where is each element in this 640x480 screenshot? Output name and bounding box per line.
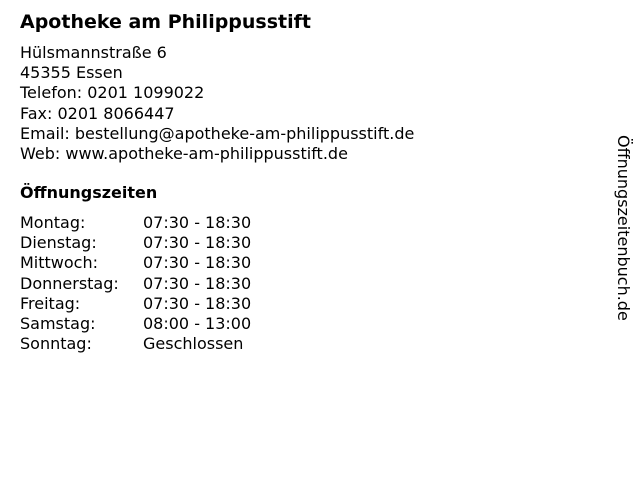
time: 07:30 - 18:30 [143, 233, 252, 253]
hours-row: Mittwoch: 07:30 - 18:30 [20, 253, 251, 273]
page-title: Apotheke am Philippusstift [20, 11, 311, 33]
hours-row: Sonntag: Geschlossen [20, 334, 251, 354]
time: 07:30 - 18:30 [143, 253, 252, 273]
day: Freitag: [20, 293, 81, 313]
day: Sonntag: [20, 334, 92, 354]
hours-row: Dienstag: 07:30 - 18:30 [20, 233, 251, 253]
time: 07:30 - 18:30 [143, 213, 252, 232]
phone: Telefon: 0201 1099022 [20, 83, 205, 103]
time: 08:00 - 13:00 [143, 314, 252, 334]
side-watermark-label: Öffnungszeitenbuch.de [614, 135, 633, 321]
day: Montag: [20, 213, 86, 232]
day: Donnerstag: [20, 273, 119, 293]
fax: Fax: 0201 8066447 [20, 103, 175, 123]
street: Hülsmannstraße 6 [20, 43, 167, 62]
hours-row: Freitag: 07:30 - 18:30 [20, 294, 251, 314]
day: Samstag: [20, 314, 96, 334]
day: Dienstag: [20, 233, 97, 253]
hours-row: Donnerstag: 07:30 - 18:30 [20, 274, 251, 294]
city: 45355 Essen [20, 63, 123, 83]
hours-heading: Öffnungszeiten [20, 183, 158, 202]
email: Email: bestellung@apotheke-am-philippuss… [20, 123, 415, 143]
day: Mittwoch: [20, 253, 98, 273]
hours-row: Montag: 07:30 - 18:30 [20, 213, 251, 233]
web: Web: www.apotheke-am-philippusstift.de [20, 144, 348, 164]
hours-row: Samstag: 08:00 - 13:00 [20, 314, 251, 334]
time: 07:30 - 18:30 [143, 273, 252, 293]
time: Geschlossen [143, 334, 244, 354]
address-block: Hülsmannstraße 6 45355 Essen Telefon: 02… [20, 43, 414, 164]
time: 07:30 - 18:30 [143, 293, 252, 313]
hours-table: Montag: 07:30 - 18:30 Dienstag: 07:30 - 18… [20, 213, 251, 354]
